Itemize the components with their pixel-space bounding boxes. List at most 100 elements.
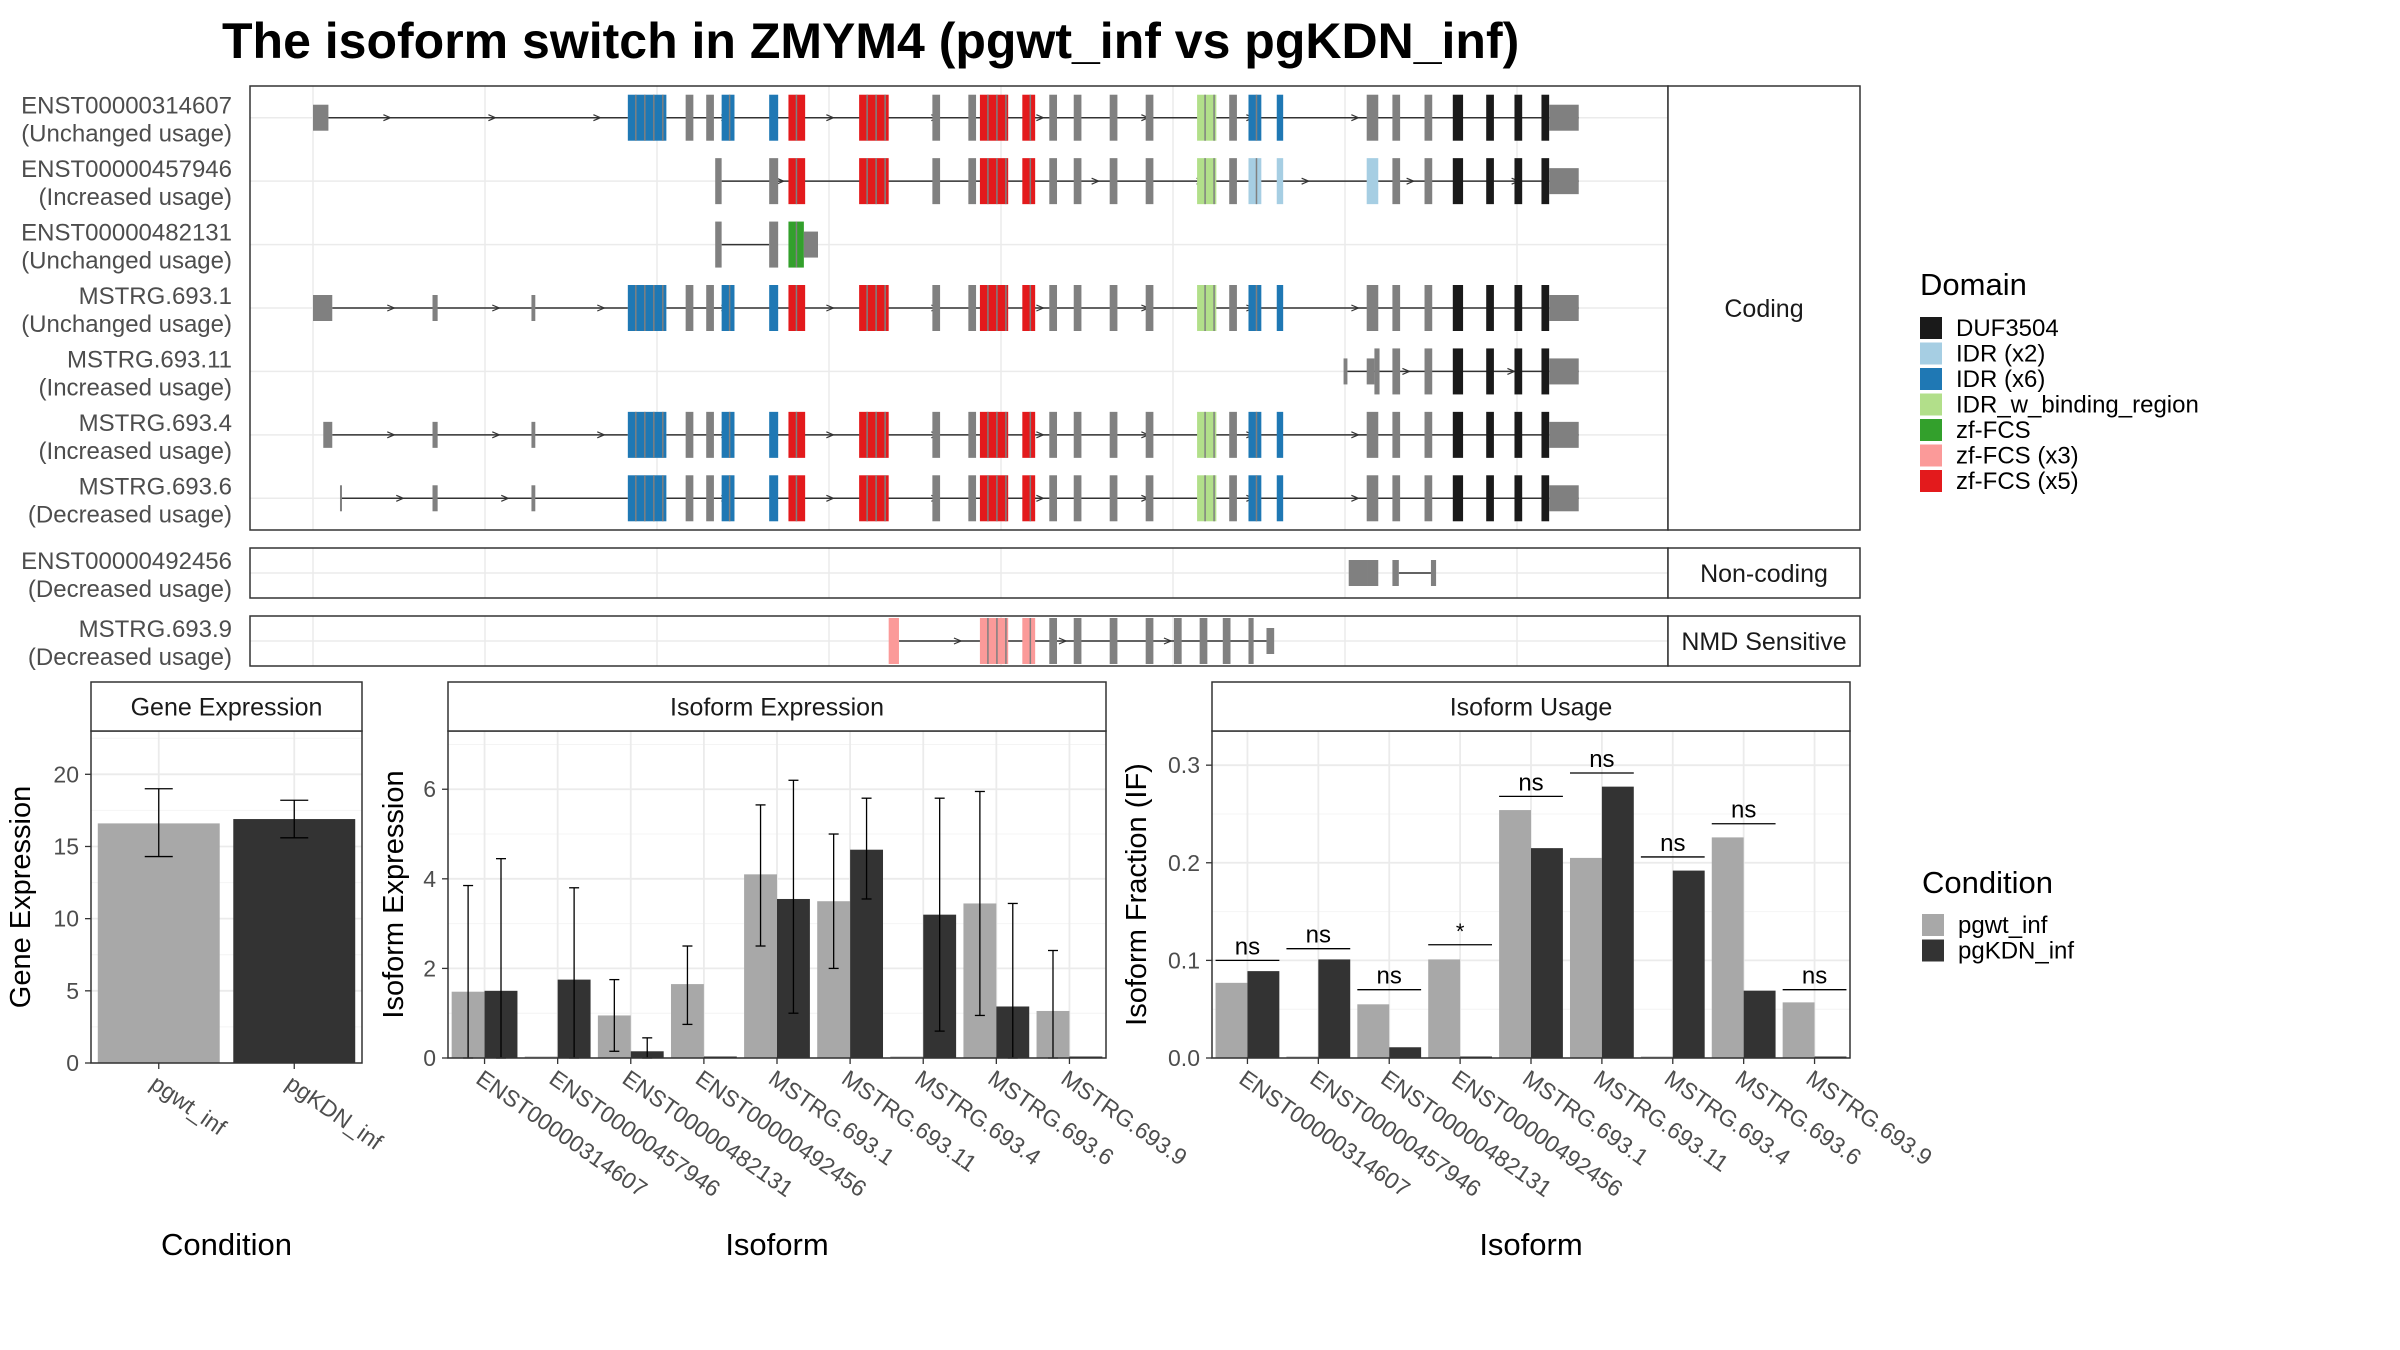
legend-swatch [1920,393,1942,416]
coding-exon [1049,618,1058,664]
utr-exon [313,104,329,131]
domain-exon [1022,158,1036,205]
transcript-id-label: MSTRG.693.6 [79,473,232,500]
intron-arrow [1036,494,1045,502]
domain-exon [979,285,1009,331]
domain-exon [1452,411,1464,458]
transcript-track [715,221,819,268]
coding-exon [715,158,722,205]
coding-exon [932,475,941,522]
domain-exon [1276,94,1284,141]
coding-exon [1424,475,1433,522]
transcript-track [339,475,1579,522]
bar [233,819,356,1063]
bar [97,823,220,1063]
intron-arrow [826,304,835,312]
legend-swatch [1922,939,1944,962]
coding-exon [968,94,977,141]
domain-exon [1276,411,1284,458]
domain-exon [888,618,899,664]
domain-exon [1197,475,1217,522]
intron-arrow [1351,431,1360,439]
domain-exon [1197,94,1217,141]
utr-exon [1549,104,1579,131]
domain-exon [979,475,1009,522]
domain-exon [1452,348,1464,395]
domain-exon [1486,94,1494,141]
facet-strip [1667,547,1861,599]
intron-arrow [1058,637,1068,645]
bar [1318,959,1351,1058]
coding-exon [968,158,977,205]
domain-exon [1541,285,1550,331]
bar [1357,1004,1390,1058]
domain-exon [1514,475,1523,522]
significance-label: ns [1589,746,1614,773]
bar [1672,870,1705,1058]
coding-exon [1392,158,1401,205]
coding-exon [1248,618,1254,664]
bar [1711,837,1744,1058]
coding-exon [706,94,714,141]
coding-exon [685,285,694,331]
transcript-track [888,618,1275,664]
structure-facet: MSTRG.693.9(Decreased usage) NMD Sensitiv… [28,615,1861,671]
legend-label: zf-FCS (x5) [1956,468,2079,495]
domain-exon [1541,411,1550,458]
coding-exon [1109,475,1118,522]
coding-exon [1073,475,1082,522]
y-tick-label: 20 [53,761,79,787]
facet-strip [1667,85,1861,531]
domain-exon [1452,285,1464,331]
coding-exon [1392,94,1401,141]
coding-exon [1109,285,1118,331]
coding-exon [1109,158,1118,205]
domain-exon [769,411,779,458]
transcript-id-label: ENST00000314607 [21,93,232,120]
domain-exon [1276,158,1284,205]
structure-facet: ENST00000492456(Decreased usage) Non-codi… [21,547,1861,603]
coding-exon [1109,94,1118,141]
significance-label: ns [1235,933,1260,960]
y-tick-label: 10 [53,906,79,932]
legend-swatch [1920,470,1942,492]
utr-exon [531,295,536,321]
transcript-track [1348,560,1437,586]
intron-arrow [593,114,602,122]
intron-arrow [492,431,501,439]
coding-exon [1173,618,1182,664]
significance-label: ns [1377,963,1402,990]
y-axis-title: Isoform Fraction (IF) [1121,763,1153,1026]
utr-exon [339,485,342,512]
intron-arrow [826,494,835,502]
utr-exon [323,421,333,448]
transcript-id-label: MSTRG.693.11 [67,346,232,373]
domain-exon [721,285,735,331]
utr-exon [1549,358,1579,385]
chart-title: Isoform Expression [670,694,884,722]
coding-exon [1049,411,1058,458]
coding-exon [1199,618,1208,664]
coding-exon [1073,158,1082,205]
coding-exon [1073,285,1082,331]
intron-arrow [383,114,392,122]
utr-exon [803,231,819,258]
legend-swatch [1920,317,1942,339]
domain-exon [1541,348,1550,395]
coding-exon [1145,158,1154,205]
transcript-usage-label: (Increased usage) [39,438,232,465]
coding-exon [1073,411,1082,458]
utr-exon [1549,485,1579,512]
utr-exon [432,485,438,512]
utr-exon [1549,168,1579,195]
coding-exon [1424,285,1433,331]
domain-exon [1276,285,1284,331]
legend-label: IDR (x2) [1956,341,2045,368]
y-axis-title: Isoform Expression [378,770,410,1018]
y-tick-label: 0 [423,1045,436,1071]
bar [1782,1002,1815,1058]
coding-exon [1424,411,1433,458]
domain-exon [1248,158,1262,205]
intron-arrow [953,637,963,645]
coding-exon [932,94,941,141]
